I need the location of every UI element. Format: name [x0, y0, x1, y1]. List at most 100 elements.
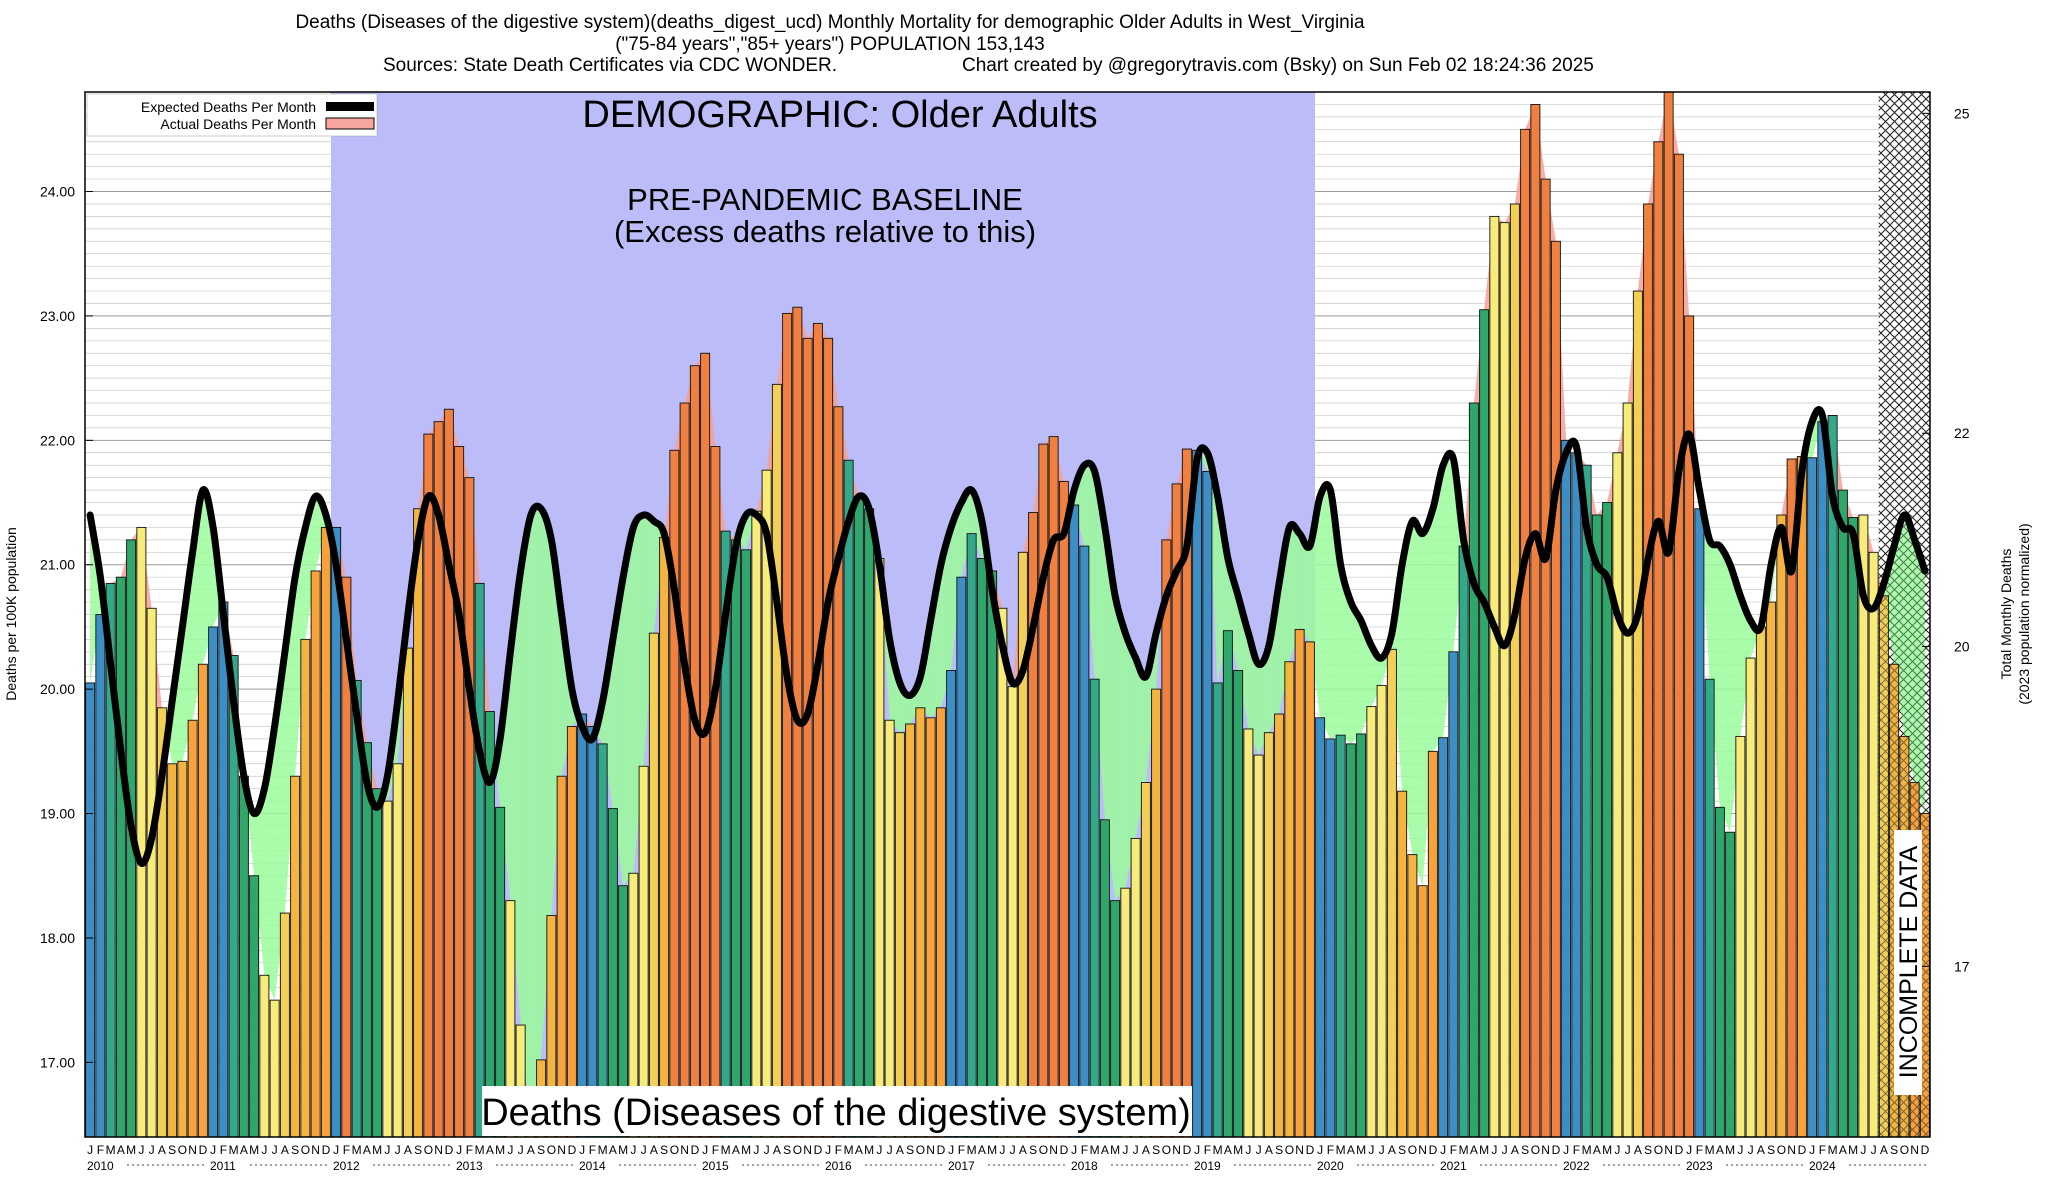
- x-month-label: D: [1552, 1143, 1561, 1157]
- actual-bar: [823, 337, 834, 1137]
- actual-bar: [1007, 686, 1018, 1137]
- actual-bar: [659, 536, 670, 1137]
- x-month-label: J: [272, 1143, 278, 1157]
- excess-fill: [1115, 595, 1126, 901]
- x-month-label: M: [372, 1143, 382, 1157]
- x-month-label: A: [1593, 1143, 1601, 1157]
- x-month-label: S: [1767, 1143, 1775, 1157]
- actual-bar: [802, 337, 813, 1137]
- x-year-label-bg: [824, 1157, 862, 1171]
- x-year-label-bg: [1070, 1157, 1108, 1171]
- excess-fill: [1340, 564, 1351, 744]
- x-year-label: 2018: [1071, 1159, 1098, 1173]
- x-month-label: N: [1049, 1143, 1058, 1157]
- legend-expected-swatch: [326, 102, 374, 111]
- x-month-label: A: [404, 1143, 412, 1157]
- incomplete-label: INCOMPLETE DATA: [1895, 845, 1923, 1078]
- x-month-label: A: [1142, 1143, 1150, 1157]
- actual-bar: [638, 765, 649, 1137]
- x-month-label: M: [741, 1143, 751, 1157]
- actual-bar: [607, 808, 618, 1137]
- plot-frame: [84, 91, 1931, 1138]
- actual-bar: [915, 707, 926, 1137]
- x-month-label: A: [1716, 1143, 1724, 1157]
- actual-bar: [812, 322, 823, 1137]
- x-month-label: M: [352, 1143, 362, 1157]
- x-month-label: O: [916, 1143, 925, 1157]
- excess-fill: [930, 564, 941, 718]
- x-month-label: S: [537, 1143, 545, 1157]
- x-month-label: S: [1521, 1143, 1529, 1157]
- x-year-label: 2017: [948, 1159, 975, 1173]
- x-year-label-bg: [332, 1157, 370, 1171]
- x-month-label: J: [1614, 1143, 1620, 1157]
- actual-bar: [1417, 885, 1428, 1137]
- x-month-label: F: [589, 1143, 596, 1157]
- actual-bar: [1673, 153, 1684, 1137]
- y2-tick-label: 20: [1954, 638, 1970, 654]
- x-month-label: S: [1644, 1143, 1652, 1157]
- x-month-label: J: [1809, 1143, 1815, 1157]
- x-month-label: F: [466, 1143, 473, 1157]
- actual-bar: [1120, 887, 1131, 1137]
- actual-bar: [505, 900, 516, 1137]
- x-month-label: J: [456, 1143, 462, 1157]
- x-month-label: S: [660, 1143, 668, 1157]
- actual-bar: [833, 406, 844, 1137]
- x-month-label: J: [579, 1143, 585, 1157]
- actual-bar: [341, 576, 352, 1137]
- x-month-label: F: [1204, 1143, 1211, 1157]
- x-month-label: J: [87, 1143, 93, 1157]
- x-month-label: F: [220, 1143, 227, 1157]
- x-month-label: N: [1664, 1143, 1673, 1157]
- actual-bar: [1233, 670, 1244, 1137]
- actual-bar: [546, 915, 557, 1137]
- excess-fill: [1309, 496, 1321, 718]
- actual-bar: [1151, 688, 1162, 1137]
- x-year-label: 2013: [456, 1159, 483, 1173]
- actual-bar: [392, 763, 403, 1137]
- excess-fill: [520, 515, 531, 1131]
- y-tick-label: 22.00: [40, 432, 75, 448]
- actual-bar: [515, 1024, 526, 1137]
- x-month-label: M: [1705, 1143, 1715, 1157]
- x-month-label: M: [721, 1143, 731, 1157]
- x-month-label: A: [1839, 1143, 1847, 1157]
- x-month-label: D: [1306, 1143, 1315, 1157]
- x-month-label: O: [670, 1143, 679, 1157]
- incomplete-label-bg: [1894, 830, 1922, 1095]
- x-month-label: M: [1213, 1143, 1223, 1157]
- x-month-label: F: [1819, 1143, 1826, 1157]
- actual-bar: [187, 719, 198, 1137]
- actual-bar: [1161, 539, 1172, 1137]
- actual-bar: [935, 707, 946, 1137]
- x-month-label: J: [138, 1143, 144, 1157]
- x-month-label: O: [178, 1143, 187, 1157]
- actual-bar: [1099, 819, 1110, 1137]
- excess-fill: [1361, 620, 1372, 734]
- actual-bar: [1448, 651, 1459, 1137]
- x-month-label: J: [384, 1143, 390, 1157]
- actual-bar: [402, 647, 413, 1137]
- x-month-label: M: [495, 1143, 505, 1157]
- actual-bar: [1243, 728, 1254, 1137]
- x-month-label: D: [814, 1143, 823, 1157]
- actual-bar: [1632, 290, 1643, 1137]
- x-month-label: J: [1686, 1143, 1692, 1157]
- x-month-label: M: [106, 1143, 116, 1157]
- excess-fill: [602, 639, 613, 809]
- actual-bar: [1284, 661, 1295, 1137]
- actual-bar: [1786, 458, 1797, 1137]
- actual-bar: [361, 742, 372, 1137]
- x-month-label: J: [507, 1143, 513, 1157]
- actual-bar: [331, 526, 342, 1137]
- x-year-label: 2015: [702, 1159, 729, 1173]
- x-month-label: A: [1880, 1143, 1888, 1157]
- x-month-label: M: [1848, 1143, 1858, 1157]
- actual-bar: [1704, 678, 1715, 1137]
- actual-bar: [1017, 551, 1028, 1137]
- y-tick-label: 23.00: [40, 308, 75, 324]
- x-year-label: 2024: [1809, 1159, 1836, 1173]
- x-month-label: M: [1090, 1143, 1100, 1157]
- actual-bar: [238, 775, 249, 1137]
